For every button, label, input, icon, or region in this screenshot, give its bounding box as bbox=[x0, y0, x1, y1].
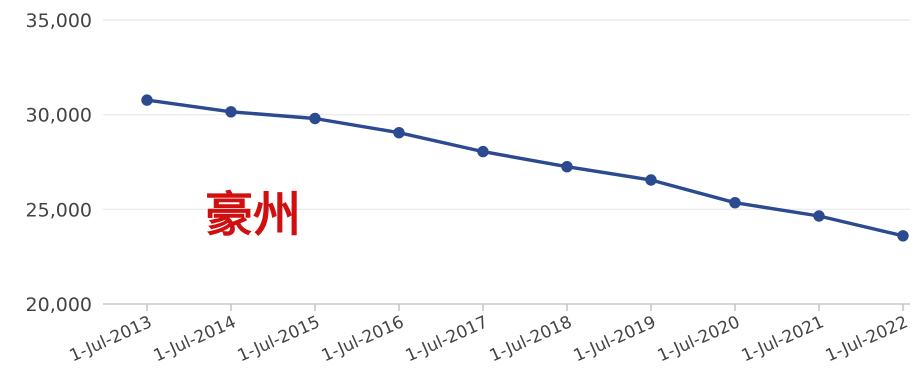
y-tick-label: 25,000 bbox=[26, 199, 92, 221]
data-point bbox=[561, 161, 573, 173]
data-point bbox=[225, 106, 237, 118]
x-tick-label: 1-Jul-2021 bbox=[739, 312, 827, 366]
series-line bbox=[145, 98, 905, 238]
x-tick-label: 1-Jul-2014 bbox=[151, 312, 239, 366]
x-tick-label: 1-Jul-2018 bbox=[487, 312, 575, 366]
y-tick-label: 20,000 bbox=[26, 294, 92, 316]
data-point bbox=[309, 112, 321, 125]
x-tick-label: 1-Jul-2015 bbox=[235, 312, 323, 366]
data-point bbox=[645, 174, 657, 186]
data-point bbox=[813, 210, 825, 222]
data-point bbox=[141, 94, 153, 106]
data-point bbox=[393, 127, 405, 139]
x-axis-tick-labels: 1-Jul-20131-Jul-20141-Jul-20151-Jul-2016… bbox=[67, 312, 911, 366]
gridlines bbox=[103, 19, 910, 211]
y-tick-label: 35,000 bbox=[26, 10, 92, 32]
data-points bbox=[141, 94, 909, 242]
x-tick-label: 1-Jul-2016 bbox=[319, 312, 407, 366]
chart-annotation: 豪州 bbox=[205, 187, 301, 243]
x-tick-label: 1-Jul-2022 bbox=[823, 312, 911, 366]
data-point bbox=[729, 197, 741, 209]
data-point bbox=[897, 230, 909, 242]
x-tick-label: 1-Jul-2020 bbox=[655, 312, 743, 366]
y-axis-tick-labels: 20,000 25,000 30,000 35,000 bbox=[26, 10, 92, 316]
x-tick-label: 1-Jul-2019 bbox=[571, 312, 659, 366]
x-tick-label: 1-Jul-2013 bbox=[67, 312, 155, 366]
x-tick-label: 1-Jul-2017 bbox=[403, 312, 491, 366]
axes bbox=[103, 303, 910, 311]
y-tick-label: 30,000 bbox=[26, 105, 92, 127]
data-point bbox=[477, 145, 489, 158]
